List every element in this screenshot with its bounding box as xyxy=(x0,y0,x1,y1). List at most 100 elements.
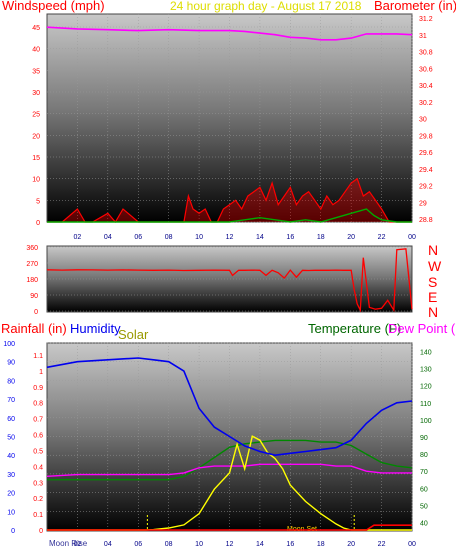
humidity-tick-label: 80 xyxy=(7,378,15,385)
barometer-tick-label: 29.8 xyxy=(419,133,433,140)
windspeed-tick-label: 20 xyxy=(32,133,40,140)
wind-direction-line xyxy=(46,248,413,313)
weather-hour-tick-label: 10 xyxy=(195,541,203,547)
windspeed-tick-label: 35 xyxy=(32,68,40,75)
rainfall-tick-label: 0.5 xyxy=(33,448,43,455)
weather-hour-tick-label: 14 xyxy=(256,541,264,547)
windspeed-line xyxy=(47,177,412,224)
moon-rise-label: Moon Rise xyxy=(49,539,88,547)
weather-hour-tick-label: 04 xyxy=(104,541,112,547)
wind-hour-tick-label: 08 xyxy=(165,234,173,241)
direction-letter-e: E xyxy=(428,289,437,305)
direction-letter-s: S xyxy=(428,274,437,290)
temperature-tick-label: 40 xyxy=(420,520,428,527)
barometer-tick-label: 31 xyxy=(419,33,427,40)
windspeed-area xyxy=(47,178,412,222)
dewpoint-line xyxy=(46,463,412,477)
rainfall-axis-label: Rainfall (in) xyxy=(1,321,67,336)
rainfall-tick-label: 0.8 xyxy=(33,401,43,408)
wind-hour-tick-label: 04 xyxy=(104,234,112,241)
barometer-tick-label: 29.4 xyxy=(419,167,433,174)
barometer-tick-label: 28.8 xyxy=(419,217,433,224)
weather-hour-tick-label: 02 xyxy=(74,541,82,547)
wind-hour-tick-label: 20 xyxy=(347,234,355,241)
solar-line xyxy=(47,435,412,531)
windspeed-tick-label: 40 xyxy=(32,47,40,54)
graph-title: 24 hour graph day - August 17 2018 xyxy=(170,0,362,13)
barometer-tick-label: 30 xyxy=(419,117,427,124)
barometer-tick-label: 31.2 xyxy=(419,16,433,23)
humidity-tick-label: 30 xyxy=(7,472,15,479)
temperature-tick-label: 70 xyxy=(420,469,428,476)
wind-hour-tick-label: 10 xyxy=(195,234,203,241)
windspeed-tick-label: 25 xyxy=(32,112,40,119)
dewpoint-axis-label: Dew Point (F) xyxy=(388,321,456,336)
windspeed-tick-label: 5 xyxy=(36,198,40,205)
weather-hour-tick-label: 06 xyxy=(134,541,142,547)
weather-hour-tick-label: 12 xyxy=(226,541,234,547)
windspeed-tick-label: 30 xyxy=(32,90,40,97)
temperature-tick-label: 110 xyxy=(420,401,431,408)
temperature-tick-label: 130 xyxy=(420,367,432,374)
windspeed-tick-label: 0 xyxy=(36,220,40,227)
temperature-axis-label: Temperature (F) xyxy=(308,321,401,336)
direction-tick-label: 0 xyxy=(34,309,38,316)
rainfall-tick-label: 0 xyxy=(39,528,43,535)
temperature-tick-label: 100 xyxy=(420,418,432,425)
rainfall-tick-label: 0.9 xyxy=(33,385,43,392)
rainfall-tick-label: 1.1 xyxy=(33,353,43,360)
rainfall-tick-label: 0.1 xyxy=(33,512,43,519)
rainfall-tick-label: 0.6 xyxy=(33,433,43,440)
wind-hour-tick-label: 22 xyxy=(378,234,386,241)
wind-hour-tick-label: 16 xyxy=(286,234,294,241)
humidity-axis-label: Humidity xyxy=(70,321,121,336)
humidity-tick-label: 40 xyxy=(7,453,15,460)
windspeed-axis-label: Windspeed (mph) xyxy=(2,0,105,13)
barometer-line xyxy=(46,26,413,41)
temperature-tick-label: 50 xyxy=(420,503,428,510)
weather-hour-tick-label: 22 xyxy=(378,541,386,547)
barometer-tick-label: 30.2 xyxy=(419,100,433,107)
direction-letter-n-bottom: N xyxy=(428,304,438,320)
weather-hour-tick-label: 08 xyxy=(165,541,173,547)
humidity-tick-label: 50 xyxy=(7,435,15,442)
rainfall-tick-label: 0.4 xyxy=(33,464,43,471)
wind-hour-tick-label: 14 xyxy=(256,234,264,241)
rainfall-line xyxy=(47,524,412,531)
direction-tick-label: 270 xyxy=(26,261,38,268)
direction-tick-label: 90 xyxy=(30,293,38,300)
barometer-tick-label: 30.4 xyxy=(419,83,433,90)
wind-hour-tick-label: 12 xyxy=(226,234,234,241)
direction-tick-label: 360 xyxy=(26,245,38,252)
weather-hour-tick-label: 00 xyxy=(408,541,416,547)
rainfall-tick-label: 0.3 xyxy=(33,480,43,487)
wind-hour-tick-label: 00 xyxy=(408,234,416,241)
rainfall-tick-label: 1 xyxy=(39,369,43,376)
wind-hour-tick-label: 06 xyxy=(134,234,142,241)
barometer-tick-label: 29.2 xyxy=(419,184,433,191)
temperature-tick-label: 60 xyxy=(420,486,428,493)
temperature-line xyxy=(47,439,413,481)
humidity-tick-label: 60 xyxy=(7,416,15,423)
barometer-tick-label: 29 xyxy=(419,200,427,207)
humidity-line xyxy=(46,357,413,457)
humidity-tick-label: 0 xyxy=(11,528,15,535)
weather-hour-tick-label: 20 xyxy=(347,541,355,547)
barometer-tick-label: 29.6 xyxy=(419,150,433,157)
rainfall-tick-label: 0.7 xyxy=(33,417,43,424)
direction-tick-label: 180 xyxy=(26,277,38,284)
weather-hour-tick-label: 16 xyxy=(286,541,294,547)
temperature-tick-label: 120 xyxy=(420,384,432,391)
windspeed-tick-label: 10 xyxy=(32,177,40,184)
direction-letter-n-top: N xyxy=(428,242,438,258)
temperature-tick-label: 140 xyxy=(420,350,432,357)
direction-letter-w: W xyxy=(428,258,442,274)
gust-line xyxy=(47,208,412,223)
barometer-tick-label: 30.8 xyxy=(419,50,433,57)
barometer-axis-label: Barometer (in) xyxy=(374,0,456,13)
weather-hour-tick-label: 18 xyxy=(317,541,325,547)
barometer-tick-label: 30.6 xyxy=(419,66,433,73)
humidity-tick-label: 10 xyxy=(7,509,15,516)
windspeed-tick-label: 45 xyxy=(32,25,40,32)
